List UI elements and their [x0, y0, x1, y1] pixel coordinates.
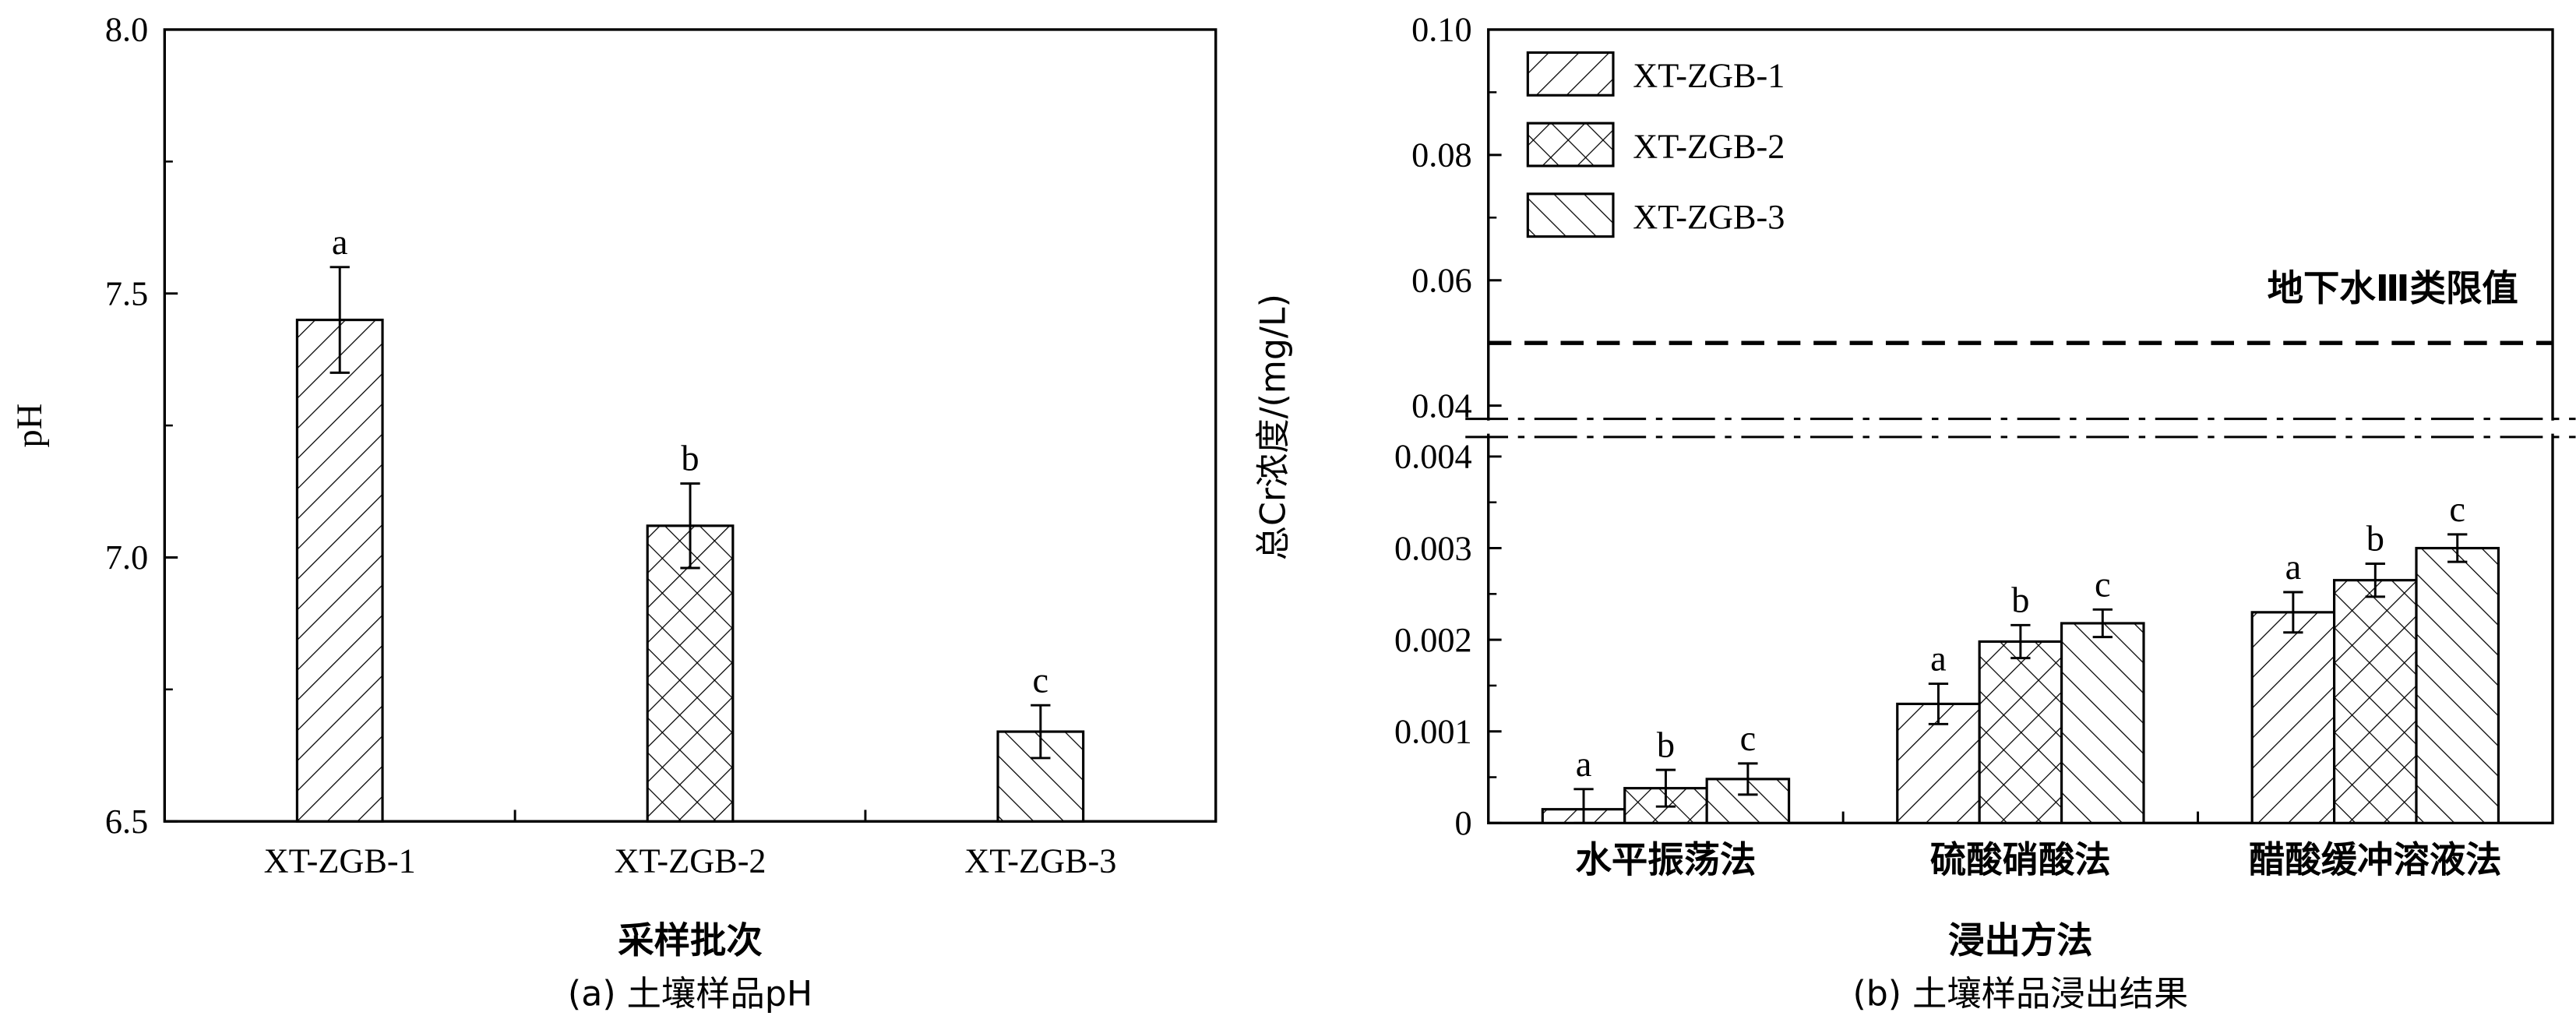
- panel-b-bar: [2060, 622, 2145, 824]
- panel-b-ytick-label: 0.06: [1411, 261, 1471, 299]
- panel-b-ytick-label: 0.004: [1394, 438, 1472, 476]
- panel-b-error-bar: [2283, 591, 2303, 634]
- panel-b-ylabel: 总Cr浓度/(mg/L): [1253, 294, 1293, 560]
- panel-b-error-bar: [2092, 608, 2113, 639]
- panel-b-sig-label: c: [2449, 490, 2465, 530]
- panel-a-sig-label: a: [332, 223, 348, 263]
- panel-a-bar: [295, 319, 384, 823]
- panel-a-ylabel: pH: [10, 404, 50, 448]
- panel-a-error-bar: [680, 482, 700, 570]
- legend-label: XT-ZGB-2: [1633, 127, 1785, 165]
- panel-b-sig-label: b: [2366, 520, 2384, 559]
- panel-b-error-bar: [1928, 683, 1949, 725]
- panel-a-bar: [646, 524, 735, 823]
- panel-b-xtick-label: 硫酸硝酸法: [1930, 839, 2111, 881]
- legend-label: XT-ZGB-3: [1633, 198, 1785, 236]
- panel-a-chart: 6.57.07.58.0aXT-ZGB-1bXT-ZGB-2cXT-ZGB-3 …: [10, 11, 1218, 1014]
- panel-b-ytick-label: 0.001: [1394, 712, 1472, 750]
- panel-b-xtick-label: 水平振荡法: [1575, 839, 1756, 881]
- panel-b-bar: [2415, 546, 2500, 824]
- legend-swatch: [1526, 51, 1615, 97]
- legend-swatch: [1526, 122, 1615, 168]
- panel-a-sig-label: c: [1033, 661, 1049, 700]
- panel-b-ytick-label: 0.04: [1411, 386, 1471, 425]
- panel-b-error-bar: [1573, 788, 1594, 824]
- panel-a-ytick-label: 6.5: [105, 802, 148, 841]
- panel-b-sig-label: a: [1930, 640, 1947, 679]
- panel-a-caption: (a) 土壤样品pH: [568, 974, 812, 1014]
- axis-break-gap: [1468, 420, 2573, 434]
- panel-b-error-bar: [2365, 563, 2385, 598]
- panel-b-sig-label: b: [2011, 580, 2029, 620]
- panel-a-error-bar: [329, 266, 350, 374]
- panel-b-sig-label: b: [1657, 725, 1675, 765]
- panel-b-error-bar: [1655, 768, 1676, 808]
- panel-b-bar: [2250, 611, 2336, 824]
- panel-a-error-bar: [1031, 704, 1051, 760]
- panel-b-ytick-label: 0.08: [1411, 136, 1471, 175]
- panel-b-bar: [2333, 579, 2418, 824]
- panel-b-ytick-label: 0.003: [1394, 529, 1472, 567]
- panel-b-sig-label: a: [2285, 548, 2302, 587]
- panel-b-error-bar: [2010, 623, 2031, 660]
- panel-b-sig-label: a: [1576, 745, 1592, 785]
- panel-b-sig-label: c: [1740, 719, 1757, 759]
- panel-b-xtick-label: 醋酸缓冲溶液法: [2249, 839, 2502, 881]
- panel-b-sig-label: c: [2095, 565, 2111, 605]
- panel-a-ytick-label: 8.0: [105, 11, 148, 49]
- panel-b-ytick-label: 0.002: [1394, 621, 1472, 659]
- reference-line-label: 地下水Ⅲ类限值: [2268, 267, 2518, 309]
- panel-a-ytick-label: 7.0: [105, 538, 148, 577]
- panel-a-ytick-label: 7.5: [105, 274, 148, 312]
- panel-b-caption: (b) 土壤样品浸出结果: [1852, 974, 2188, 1014]
- panel-b-ytick-label: 0.10: [1411, 11, 1471, 49]
- panel-b-ytick-label: 0: [1455, 804, 1472, 842]
- panel-b-chart: 0 0.001 0.002 0.003 0.004 0.04 0.06 0.08 0.10 a b c…: [1253, 11, 2576, 1014]
- legend-swatch: [1526, 192, 1615, 238]
- panel-b-error-bar: [1738, 762, 1758, 796]
- panel-b-xlabel: 浸出方法: [1948, 919, 2093, 961]
- panel-a-xlabel: 采样批次: [618, 919, 763, 961]
- legend-label: XT-ZGB-1: [1633, 57, 1785, 95]
- panel-a-xtick-label: XT-ZGB-3: [964, 842, 1116, 880]
- panel-a-sig-label: b: [681, 439, 699, 479]
- panel-b-error-bar: [2447, 533, 2468, 563]
- panel-a-xtick-label: XT-ZGB-2: [614, 842, 766, 880]
- panel-b-bar: [1978, 640, 2063, 824]
- panel-a-xtick-label: XT-ZGB-1: [264, 842, 416, 880]
